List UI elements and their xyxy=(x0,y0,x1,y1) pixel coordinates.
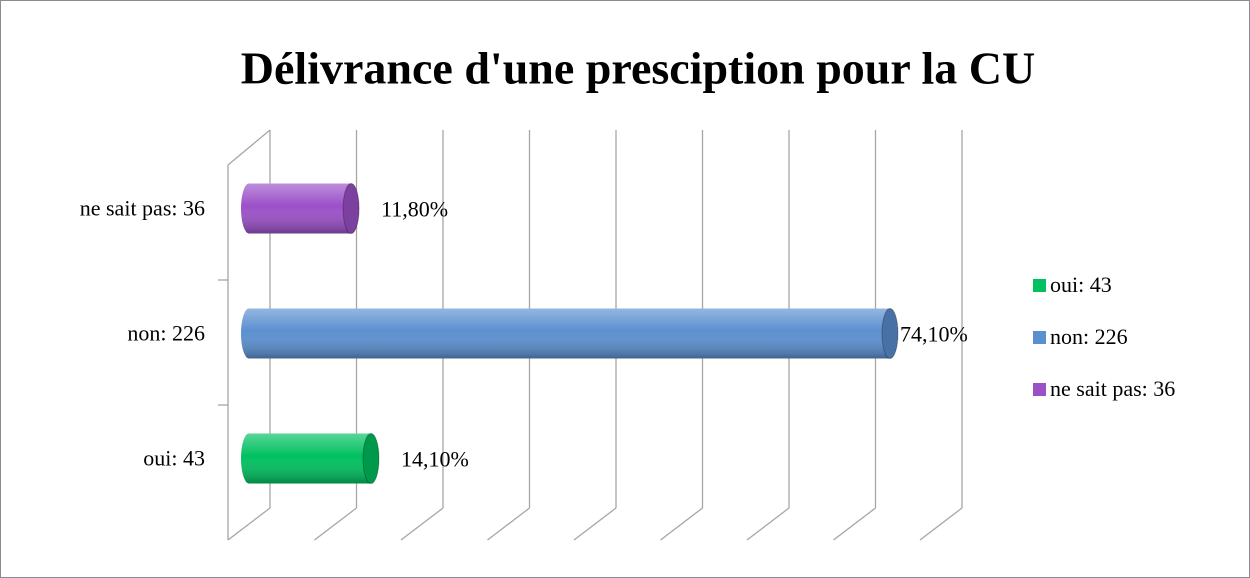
bar-cap xyxy=(881,308,899,359)
bar-cap xyxy=(342,183,360,234)
bar xyxy=(241,433,380,484)
floor-grid-line xyxy=(227,507,271,541)
bar-cap-shade xyxy=(362,433,379,484)
floor-grid-line xyxy=(660,507,703,541)
y-tick-label: non: 226 xyxy=(127,321,205,346)
data-label: 11,80% xyxy=(381,197,448,222)
data-label: 74,10% xyxy=(900,322,968,347)
floor-grid-line xyxy=(314,507,357,541)
legend-label: non: 226 xyxy=(1050,324,1128,349)
bar xyxy=(241,183,360,234)
floor-grid-line xyxy=(573,507,617,541)
legend-swatch xyxy=(1033,383,1046,396)
bar-cap xyxy=(362,433,380,484)
plot-area xyxy=(227,129,271,540)
legend-swatch xyxy=(1033,279,1046,292)
y-tick-label: oui: 43 xyxy=(143,446,205,471)
floor-grid-line xyxy=(919,507,963,541)
y-tick-label: ne sait pas: 36 xyxy=(80,196,205,221)
floor-grid-line xyxy=(400,507,444,541)
floor-grid-line xyxy=(746,507,790,541)
legend-label: oui: 43 xyxy=(1050,272,1112,297)
data-label: 14,10% xyxy=(401,447,469,472)
bar xyxy=(241,308,899,359)
bar-shade xyxy=(241,308,898,359)
floor-grid-line xyxy=(487,507,530,541)
floor-grid-line xyxy=(833,507,876,541)
bar-cap-shade xyxy=(881,308,898,359)
bar-shade xyxy=(241,433,379,484)
legend-label: ne sait pas: 36 xyxy=(1050,376,1175,401)
wall-edge xyxy=(227,129,271,166)
bar-cap-shade xyxy=(343,183,360,234)
chart-title: Délivrance d'une presciption pour la CU xyxy=(241,43,1035,94)
legend-swatch xyxy=(1033,331,1046,344)
bar-shade xyxy=(241,183,360,234)
